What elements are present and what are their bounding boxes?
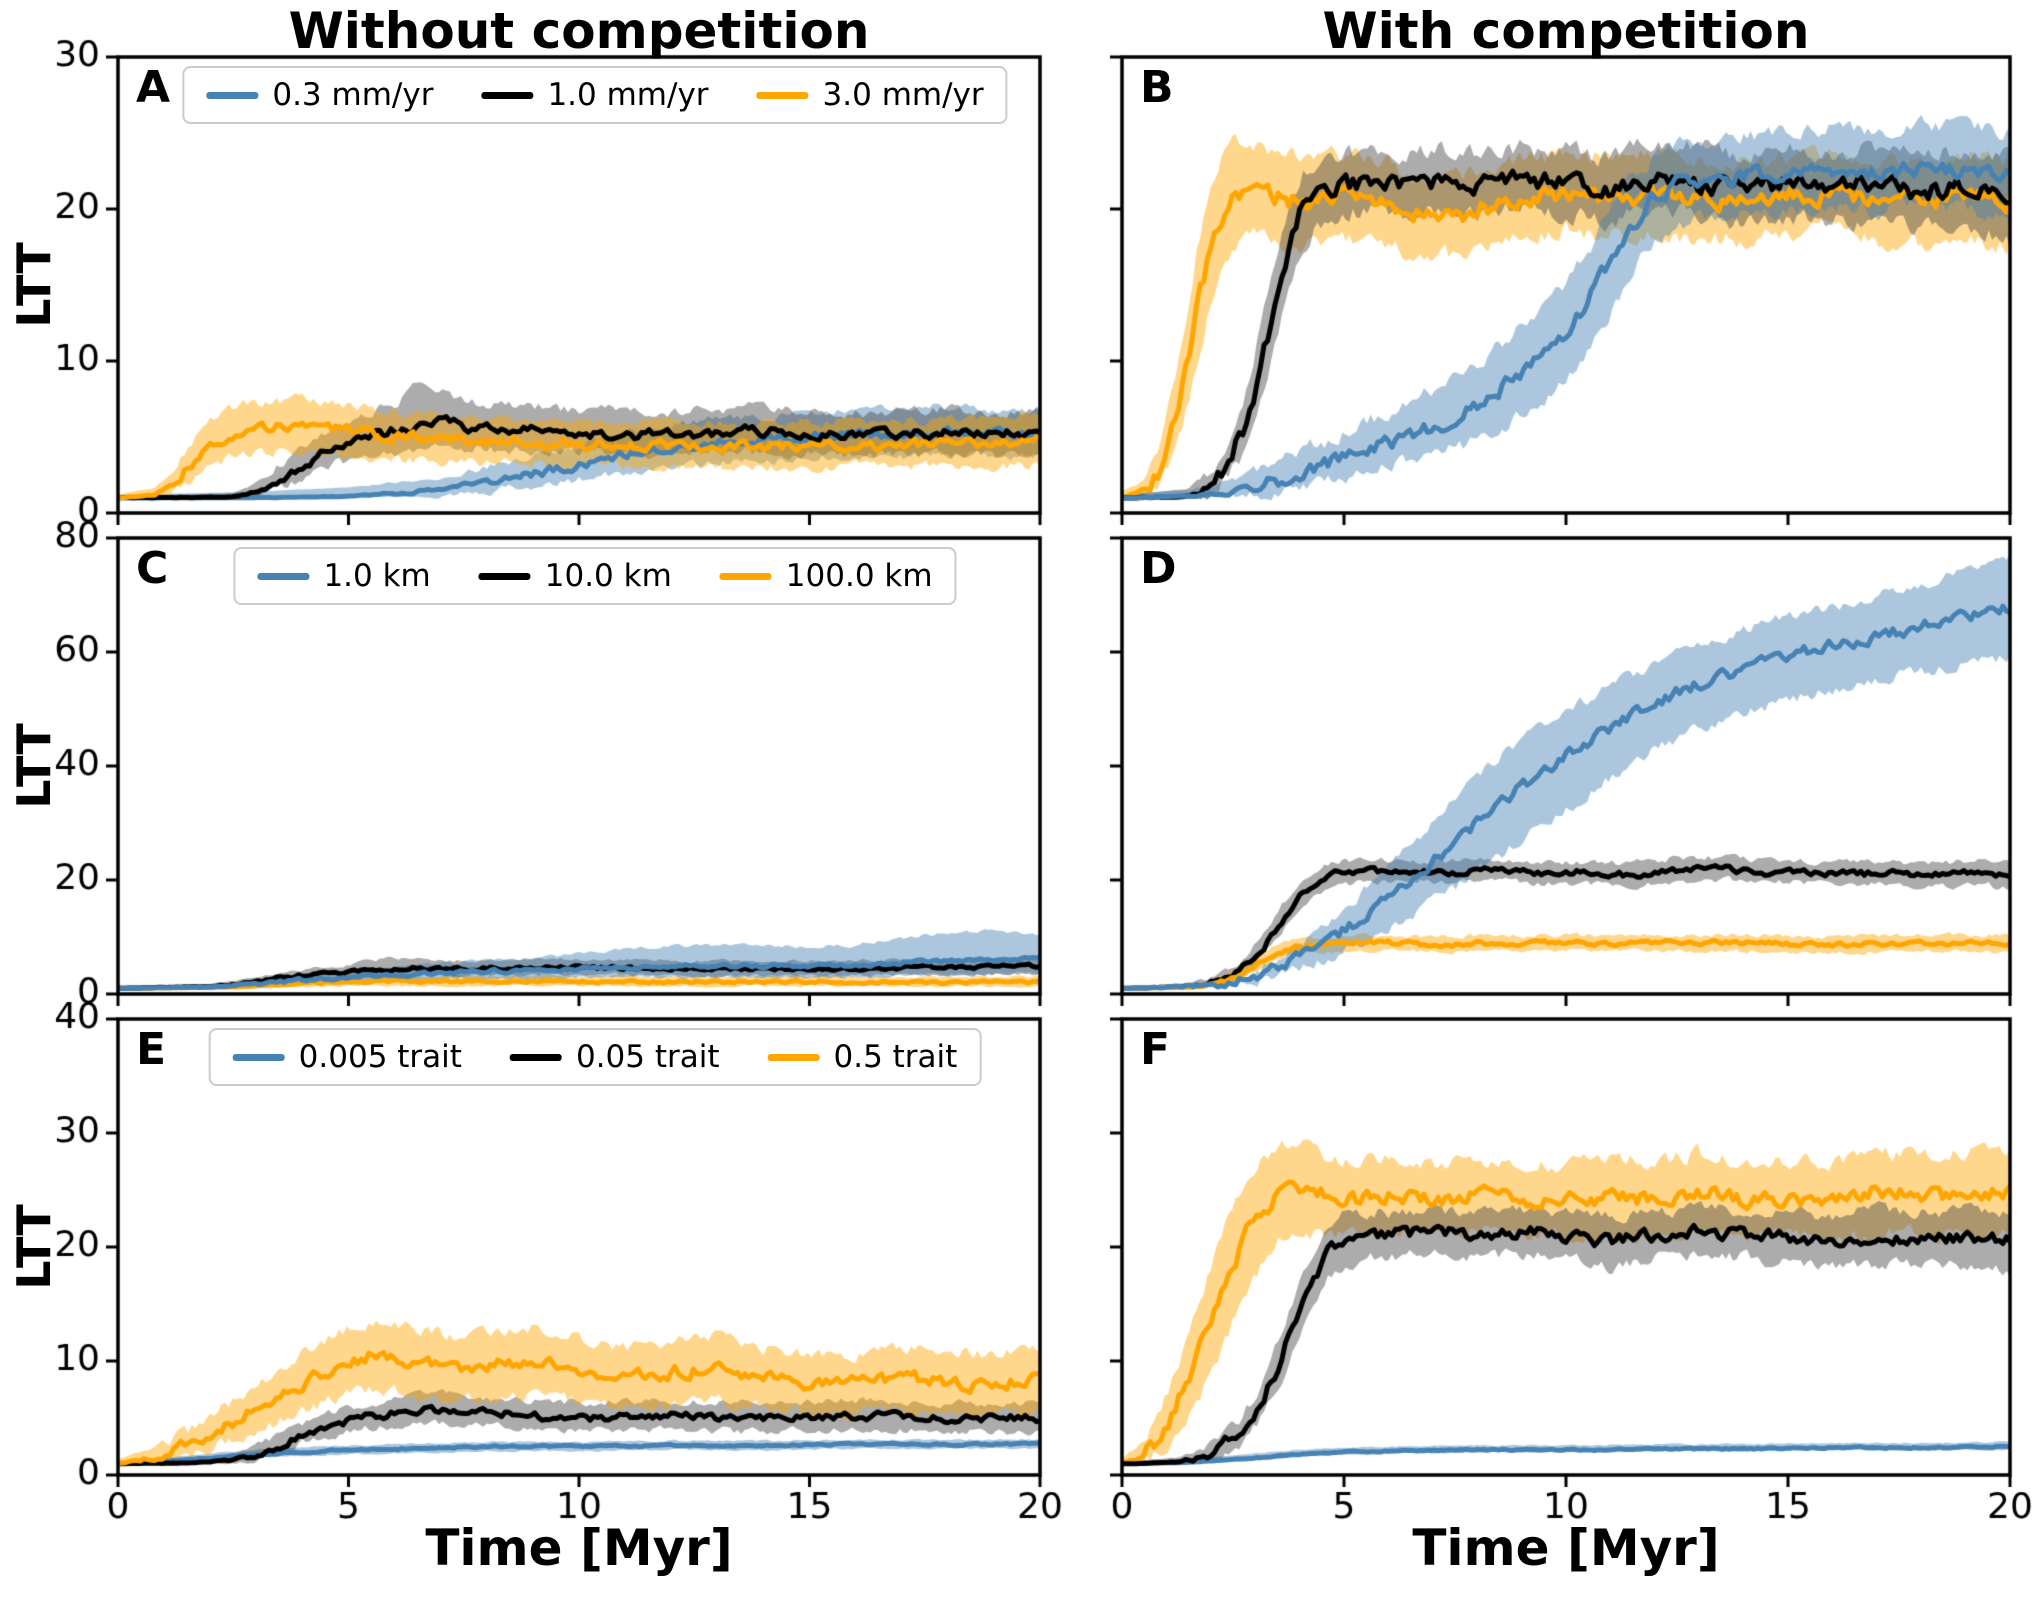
legend-entry: 1.0 mm/yr (481, 77, 709, 113)
column-title-without-competition: Without competition (288, 2, 870, 60)
legend-line-swatch (257, 572, 310, 580)
legend-line-swatch (206, 91, 259, 99)
panel-letter-d: D (1140, 543, 1177, 594)
legend-entry: 100.0 km (719, 558, 933, 594)
legend-label: 3.0 mm/yr (822, 77, 984, 113)
legend-label: 1.0 mm/yr (547, 77, 709, 113)
legend-label: 0.005 trait (298, 1039, 462, 1075)
legend-line-swatch (767, 1053, 820, 1061)
panel-letter-a: A (136, 62, 171, 113)
legend-entry: 1.0 km (257, 558, 431, 594)
legend-line-swatch (756, 91, 809, 99)
x-axis-label-left: Time [Myr] (425, 1519, 733, 1577)
legend-label: 0.3 mm/yr (272, 77, 434, 113)
legend-row0: 0.3 mm/yr 1.0 mm/yr 3.0 mm/yr (182, 66, 1008, 124)
legend-line-swatch (509, 1053, 562, 1061)
x-axis-label-right: Time [Myr] (1412, 1519, 1720, 1577)
legend-row1: 1.0 km 10.0 km 100.0 km (233, 547, 957, 605)
legend-label: 10.0 km (544, 558, 672, 594)
legend-entry: 0.05 trait (509, 1039, 720, 1075)
panel-letter-f: F (1140, 1024, 1171, 1075)
column-title-with-competition: With competition (1322, 2, 1810, 60)
y-axis-label-row2: LTT (7, 723, 61, 809)
legend-entry: 0.3 mm/yr (206, 77, 433, 113)
legend-line-swatch (719, 572, 772, 580)
panel-letter-b: B (1140, 62, 1174, 113)
legend-label: 1.0 km (323, 558, 431, 594)
panel-letter-c: C (136, 543, 169, 594)
legend-label: 0.5 trait (833, 1039, 958, 1075)
y-axis-label-row3: LTT (7, 1204, 61, 1290)
legend-line-swatch (481, 91, 534, 99)
panel-letter-e: E (136, 1024, 167, 1075)
legend-entry: 10.0 km (478, 558, 672, 594)
legend-entry: 0.5 trait (767, 1039, 957, 1075)
legend-entry: 0.005 trait (232, 1039, 462, 1075)
legend-row2: 0.005 trait 0.05 trait 0.5 trait (208, 1028, 982, 1086)
legend-line-swatch (478, 572, 531, 580)
legend-label: 0.05 trait (575, 1039, 720, 1075)
legend-label: 100.0 km (785, 558, 933, 594)
legend-line-swatch (232, 1053, 285, 1061)
legend-entry: 3.0 mm/yr (756, 77, 984, 113)
y-axis-label-row1: LTT (7, 242, 61, 328)
